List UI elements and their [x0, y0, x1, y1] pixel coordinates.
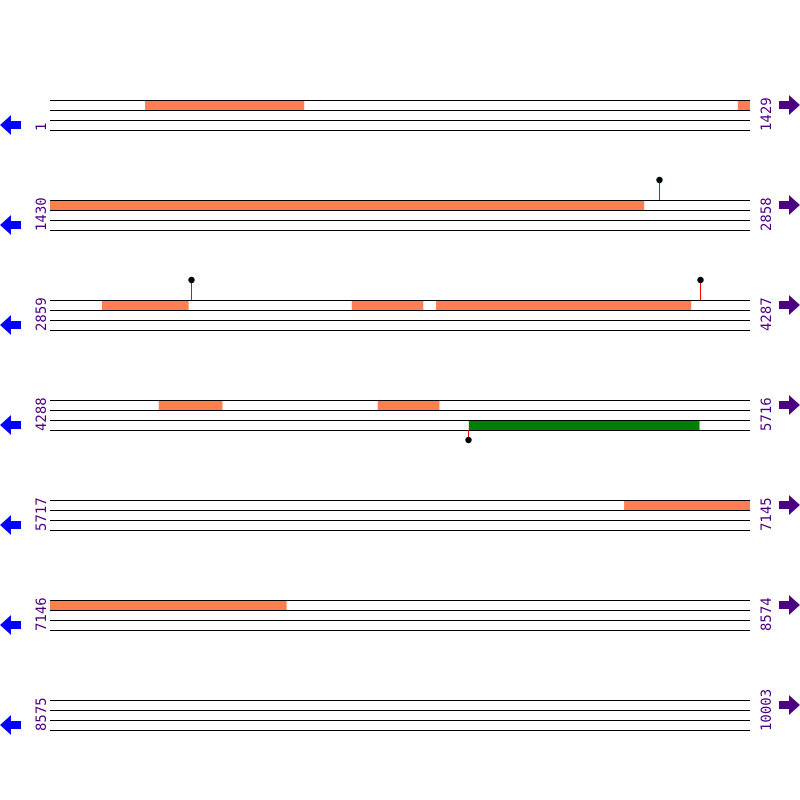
row-end-label: 1429	[759, 97, 775, 131]
right-arrow-icon	[779, 395, 800, 415]
row-end-label: 8574	[759, 597, 775, 631]
row-start-label: 7146	[34, 597, 50, 631]
right-arrow-icon	[779, 95, 800, 115]
marker-head	[656, 176, 663, 184]
row-end-label: 10003	[759, 689, 775, 731]
map-row: 8575 10003	[0, 689, 800, 735]
forward-feature	[624, 500, 750, 510]
map-row: 4288 5716	[0, 395, 800, 444]
map-row: 7146 8574	[0, 595, 800, 635]
marker-head	[697, 276, 704, 284]
row-start-label: 8575	[34, 697, 50, 731]
marker-head	[188, 276, 195, 284]
row-start-label: 1430	[34, 197, 50, 231]
marker-head	[465, 436, 472, 444]
forward-feature	[158, 400, 223, 410]
right-arrow-icon	[779, 695, 800, 715]
left-arrow-icon	[0, 315, 21, 335]
row-start-label: 2859	[34, 297, 50, 331]
map-row: 2859 4287	[0, 276, 800, 335]
row-end-label: 4287	[759, 297, 775, 331]
left-arrow-icon	[0, 515, 21, 535]
forward-feature	[737, 100, 750, 110]
right-arrow-icon	[779, 595, 800, 615]
map-row: 5717 7145	[0, 495, 800, 535]
row-end-label: 2858	[759, 197, 775, 231]
left-arrow-icon	[0, 415, 21, 435]
forward-feature	[101, 300, 189, 310]
row-end-label: 7145	[759, 497, 775, 531]
reverse-feature	[468, 420, 700, 430]
left-arrow-icon	[0, 215, 21, 235]
row-end-label: 5716	[759, 397, 775, 431]
left-arrow-icon	[0, 115, 21, 135]
left-arrow-icon	[0, 615, 21, 635]
row-start-label: 1	[34, 123, 50, 131]
map-row: 1430 2858	[0, 176, 800, 235]
forward-feature	[50, 200, 645, 210]
right-arrow-icon	[779, 495, 800, 515]
right-arrow-icon	[779, 195, 800, 215]
map-row: 1 1429	[0, 95, 800, 135]
row-start-label: 5717	[34, 497, 50, 531]
right-arrow-icon	[779, 295, 800, 315]
left-arrow-icon	[0, 715, 21, 735]
forward-feature	[377, 400, 440, 410]
forward-feature	[436, 300, 692, 310]
forward-feature	[351, 300, 424, 310]
row-start-label: 4288	[34, 397, 50, 431]
forward-feature	[145, 100, 305, 110]
forward-feature	[50, 600, 287, 610]
